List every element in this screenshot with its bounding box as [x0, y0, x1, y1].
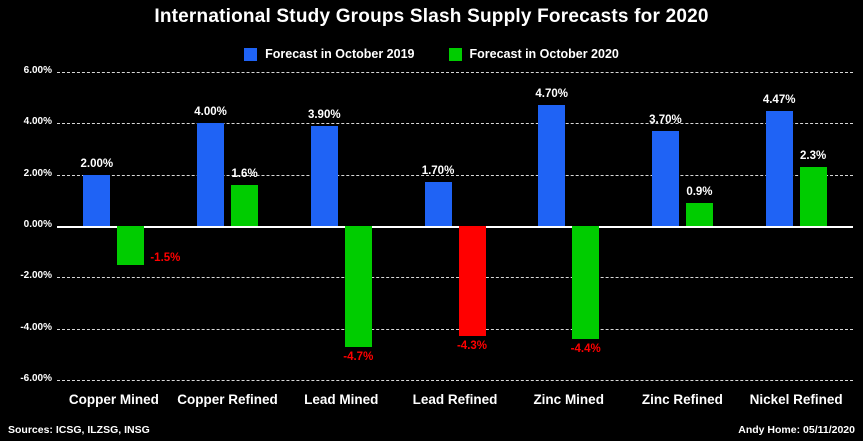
bar-value-label: 2.00%	[80, 157, 114, 170]
gridline	[57, 174, 853, 176]
bar-forecast-2019-copper-mined	[83, 174, 111, 226]
gridline	[57, 380, 853, 381]
bar-forecast-2020-copper-refined	[231, 184, 259, 226]
bar-value-label: -1.5%	[150, 251, 181, 264]
bar-value-label: 4.47%	[762, 94, 796, 107]
legend-swatch-2019	[244, 47, 258, 61]
bar-forecast-2019-zinc-refined	[651, 131, 679, 226]
y-axis-tick-label: 0.00%	[23, 219, 52, 230]
x-axis-category-label: Lead Mined	[304, 392, 379, 407]
x-axis-category-label: Copper Mined	[68, 392, 159, 407]
bar-value-label: 4.00%	[194, 106, 227, 119]
bar-value-label: 1.70%	[421, 165, 455, 178]
gridline	[57, 277, 853, 279]
zero-axis-line	[57, 226, 853, 228]
bar-value-label: 2.3%	[800, 149, 827, 162]
bar-value-label: 0.9%	[686, 185, 713, 198]
bar-value-label: -4.3%	[456, 340, 488, 353]
plot-area: 2.00% 4.00% 3.90% 1.70% 4.70% 3.70% 4.47% -1.5%…	[57, 72, 853, 381]
bar-forecast-2020-zinc-mined	[572, 226, 600, 339]
x-axis-category-label: Lead Refined	[412, 392, 498, 407]
y-axis-tick-label: 6.00%	[23, 65, 52, 76]
chart-title: International Study Groups Slash Supply …	[154, 6, 709, 27]
y-axis-tick-label: -4.00%	[20, 321, 52, 333]
gridline	[57, 123, 853, 125]
bar-forecast-2019-zinc-mined	[538, 105, 566, 226]
y-axis-tick-label: 2.00%	[23, 167, 52, 179]
gridline	[57, 72, 853, 73]
x-axis-category-label: Zinc Refined	[641, 392, 723, 407]
legend-label-2019: Forecast in October 2019	[265, 47, 415, 61]
x-axis-category-label: Zinc Mined	[533, 392, 604, 407]
gridline	[57, 328, 853, 330]
bar-forecast-2019-copper-refined	[197, 123, 225, 226]
bar-forecast-2019-lead-mined	[310, 125, 338, 226]
bar-forecast-2019-nickel-refined	[765, 111, 793, 226]
credit-note: Andy Home: 05/11/2020	[738, 424, 855, 436]
bar-value-label: 3.90%	[307, 108, 341, 121]
bar-forecast-2020-lead-refined	[458, 226, 486, 337]
x-axis-category-label: Nickel Refined	[749, 392, 843, 407]
bar-value-label: 3.70%	[649, 114, 682, 127]
bar-value-label: -4.7%	[343, 350, 374, 363]
bar-forecast-2020-zinc-refined	[685, 202, 713, 226]
bar-forecast-2020-copper-mined	[117, 226, 145, 265]
bar-forecast-2020-lead-mined	[344, 226, 372, 347]
legend-swatch-2020	[448, 47, 462, 61]
y-axis-tick-label: -6.00%	[20, 373, 52, 384]
legend-item-2019: Forecast in October 2019	[244, 47, 415, 61]
bar-forecast-2019-lead-refined	[424, 182, 452, 226]
y-axis-tick-label: 4.00%	[23, 116, 52, 128]
sources-note: Sources: ICSG, ILZSG, INSG	[8, 424, 150, 436]
bar-value-label: 4.70%	[535, 88, 568, 101]
y-axis-tick-label: -2.00%	[20, 270, 52, 282]
legend-item-2020: Forecast in October 2020	[448, 47, 619, 61]
legend: Forecast in October 2019 Forecast in Oct…	[0, 47, 863, 61]
bar-value-label: -4.4%	[570, 342, 601, 355]
bar-value-label: 1.6%	[231, 167, 258, 180]
bar-forecast-2020-nickel-refined	[799, 166, 827, 226]
x-axis-category-label: Copper Refined	[177, 392, 278, 407]
legend-label-2020: Forecast in October 2020	[469, 47, 619, 61]
